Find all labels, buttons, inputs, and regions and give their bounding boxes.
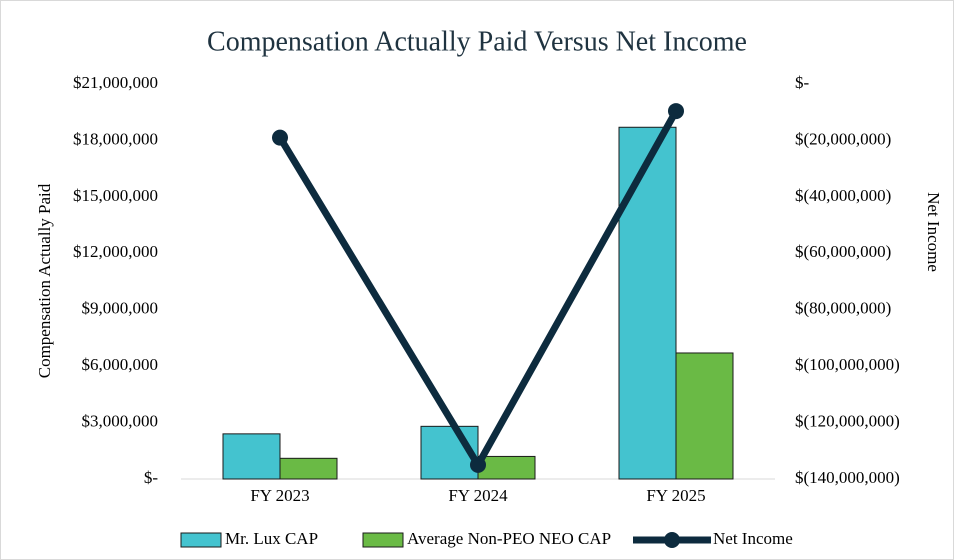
bar bbox=[675, 352, 734, 480]
x-tick-label: FY 2023 bbox=[250, 486, 309, 505]
legend-swatch bbox=[362, 532, 404, 548]
bar bbox=[618, 126, 677, 480]
y2-tick-label: $- bbox=[795, 73, 810, 92]
legend-swatch-marker bbox=[664, 532, 680, 548]
y2-tick-label: $(40,000,000) bbox=[795, 186, 891, 205]
y2-axis-title: Net Income bbox=[924, 192, 943, 272]
y2-tick-label: $(80,000,000) bbox=[795, 299, 891, 318]
line-marker bbox=[668, 103, 684, 120]
line-marker bbox=[470, 456, 486, 473]
legend-label: Average Non-PEO NEO CAP bbox=[407, 529, 611, 548]
y-tick-label: $18,000,000 bbox=[73, 129, 158, 148]
x-tick-label: FY 2025 bbox=[646, 486, 705, 505]
legend-label: Mr. Lux CAP bbox=[225, 529, 318, 548]
bar bbox=[279, 457, 338, 480]
y2-tick-label: $(140,000,000) bbox=[795, 468, 900, 487]
legend-swatch bbox=[180, 532, 222, 548]
line-marker bbox=[272, 129, 288, 146]
y2-tick-label: $(100,000,000) bbox=[795, 355, 900, 374]
y-tick-label: $6,000,000 bbox=[82, 355, 159, 374]
y-tick-label: $- bbox=[144, 468, 159, 487]
y2-tick-label: $(60,000,000) bbox=[795, 242, 891, 261]
y-tick-label: $15,000,000 bbox=[73, 186, 158, 205]
y-tick-label: $3,000,000 bbox=[82, 411, 159, 430]
x-tick-label: FY 2024 bbox=[448, 486, 508, 505]
y-tick-label: $21,000,000 bbox=[73, 73, 158, 92]
y-tick-label: $9,000,000 bbox=[82, 299, 159, 318]
y-tick-label: $12,000,000 bbox=[73, 242, 158, 261]
legend-label: Net Income bbox=[713, 529, 793, 548]
bar bbox=[477, 455, 536, 480]
y2-tick-label: $(120,000,000) bbox=[795, 411, 900, 430]
y2-tick-label: $(20,000,000) bbox=[795, 129, 891, 148]
chart-title: Compensation Actually Paid Versus Net In… bbox=[207, 26, 747, 57]
bar bbox=[222, 433, 281, 480]
y-axis-title: Compensation Actually Paid bbox=[35, 183, 54, 378]
